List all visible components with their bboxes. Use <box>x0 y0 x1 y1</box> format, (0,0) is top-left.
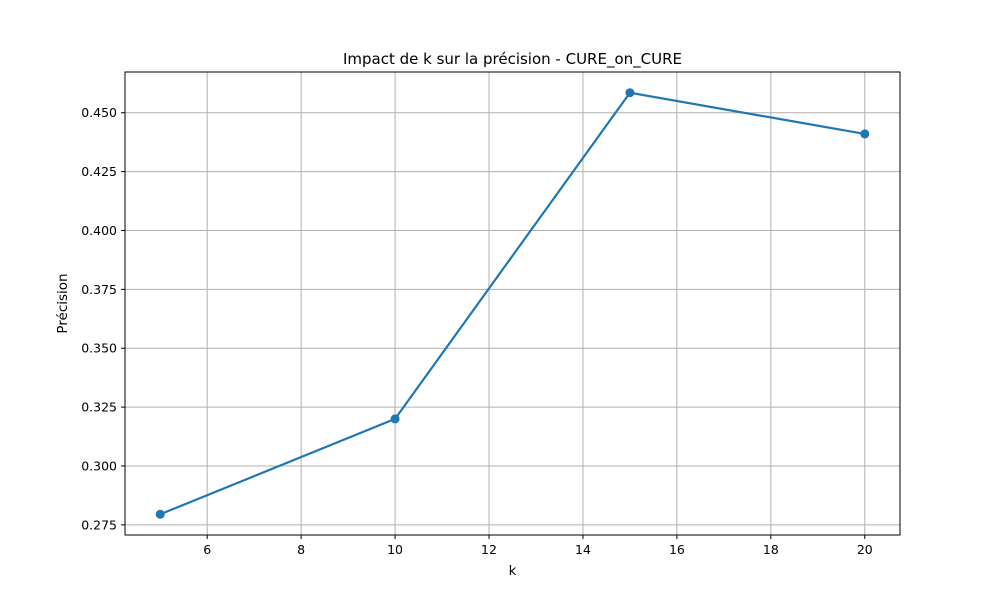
y-tick-label: 0.300 <box>81 458 117 473</box>
data-point <box>155 509 165 519</box>
chart-title: Impact de k sur la précision - CURE_on_C… <box>343 50 682 69</box>
y-tick-label: 0.450 <box>81 105 117 120</box>
data-point <box>390 414 400 424</box>
data-point <box>625 88 635 98</box>
x-tick-label: 20 <box>857 542 873 557</box>
ticks: 6 8 10 12 14 16 18 20 0.275 0.300 0.325 0.350 0.375 0… <box>81 105 873 557</box>
x-axis-label: k <box>509 563 517 579</box>
series-line <box>159 91 865 516</box>
data-point <box>860 129 870 139</box>
y-axis-label: Précision <box>55 273 71 333</box>
y-tick-label: 0.375 <box>81 282 117 297</box>
x-tick-label: 6 <box>203 542 211 557</box>
y-tick-label: 0.350 <box>81 341 117 356</box>
y-tick-label: 0.425 <box>81 164 117 179</box>
x-tick-label: 18 <box>763 542 779 557</box>
x-tick-label: 12 <box>481 542 497 557</box>
plot-frame <box>124 71 901 536</box>
y-tick-label: 0.275 <box>81 517 117 532</box>
grid <box>125 72 900 535</box>
y-tick-label: 0.325 <box>81 400 117 415</box>
series <box>155 88 870 519</box>
x-tick-label: 14 <box>575 542 591 557</box>
x-tick-label: 8 <box>297 542 305 557</box>
y-tick-label: 0.400 <box>81 223 117 238</box>
x-tick-label: 10 <box>387 542 403 557</box>
x-tick-label: 16 <box>669 542 685 557</box>
